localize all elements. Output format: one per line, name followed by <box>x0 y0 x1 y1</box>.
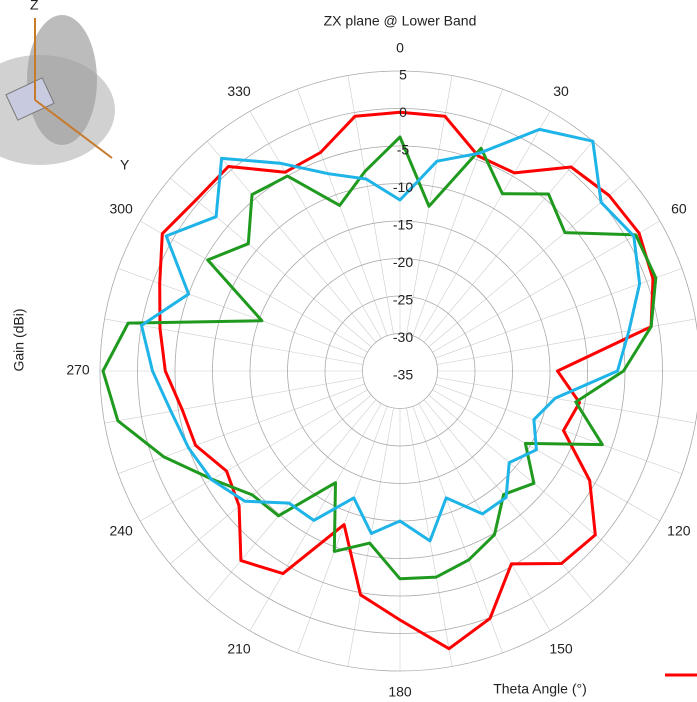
series-line <box>101 135 658 581</box>
spoke <box>418 403 551 631</box>
spoke <box>140 389 368 522</box>
r-tick-label: -20 <box>393 254 413 270</box>
y-axis-label: Gain (dBi) <box>11 308 27 371</box>
spoke <box>297 406 388 654</box>
spoke <box>169 394 372 565</box>
spoke <box>347 407 394 667</box>
theta-tick-label: 300 <box>109 201 133 217</box>
r-tick-label: -30 <box>393 329 413 345</box>
spoke <box>169 177 372 348</box>
x-axis-label: Theta Angle (°) <box>493 681 587 697</box>
theta-tick-label: 330 <box>227 83 251 99</box>
ring <box>324 295 476 447</box>
icon-axis <box>34 99 113 159</box>
r-tick-label: -25 <box>393 292 413 308</box>
grid <box>99 70 697 672</box>
spoke <box>117 268 365 359</box>
r-tick-label: 5 <box>399 67 407 83</box>
r-tick-label: -35 <box>393 367 413 383</box>
spoke <box>423 399 594 602</box>
r-tick-label: -15 <box>393 217 413 233</box>
spoke <box>428 394 631 565</box>
ring <box>137 108 663 634</box>
theta-tick-label: 150 <box>549 641 573 657</box>
theta-tick-label: 30 <box>553 83 569 99</box>
theta-tick-label: 210 <box>227 641 251 657</box>
icon-antenna <box>5 77 55 121</box>
spoke <box>249 111 382 339</box>
spoke <box>347 75 394 335</box>
theta-tick-label: 0 <box>396 40 404 56</box>
spoke <box>117 383 365 474</box>
spoke <box>432 389 660 522</box>
ring <box>287 258 513 484</box>
theta-tick-label: 240 <box>109 523 133 539</box>
spoke <box>435 383 683 474</box>
spoke <box>432 220 660 353</box>
r-tick-label: -5 <box>397 142 410 158</box>
ring <box>362 333 438 409</box>
spoke <box>297 88 388 336</box>
theta-tick-label: 120 <box>667 523 691 539</box>
spoke <box>412 88 503 336</box>
antenna-icon: Z Y <box>0 0 130 173</box>
spoke <box>435 268 683 359</box>
ring <box>99 70 697 672</box>
r-tick-label: -10 <box>393 179 413 195</box>
icon-label: Y <box>120 157 130 173</box>
spoke <box>249 403 382 631</box>
spoke <box>406 407 453 667</box>
spoke <box>428 177 631 348</box>
r-tick-label: 0 <box>399 104 407 120</box>
ring <box>212 183 588 559</box>
series-line <box>140 127 642 543</box>
theta-tick-label: 60 <box>671 201 687 217</box>
spoke <box>423 140 594 343</box>
theta-tick-label: 270 <box>66 362 90 378</box>
spoke <box>436 318 696 365</box>
spoke <box>436 377 696 424</box>
spoke <box>206 140 377 343</box>
spoke <box>104 377 364 424</box>
theta-tick-label: 180 <box>388 684 412 700</box>
spoke <box>412 406 503 654</box>
series-line <box>158 110 655 651</box>
spoke <box>104 318 364 365</box>
icon-label: Z <box>30 0 39 13</box>
chart-title: ZX plane @ Lower Band <box>324 13 477 29</box>
spoke <box>206 399 377 602</box>
icon-plane <box>27 15 97 145</box>
spoke <box>140 220 368 353</box>
spoke <box>418 111 551 339</box>
